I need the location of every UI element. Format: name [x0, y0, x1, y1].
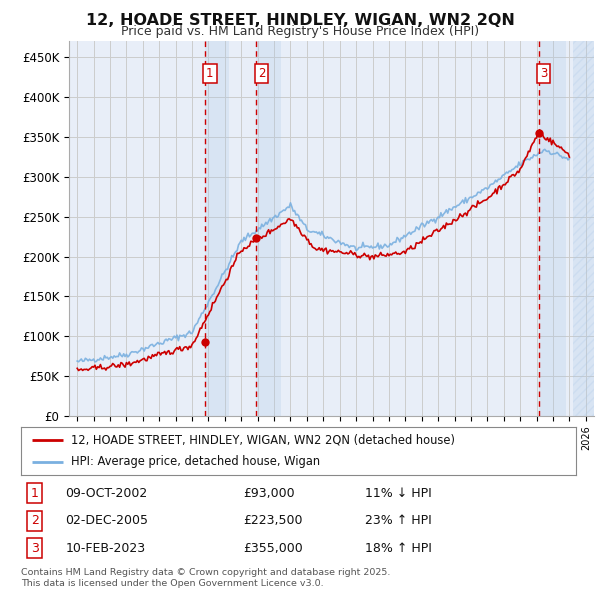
Text: 3: 3 — [31, 542, 39, 555]
Text: 09-OCT-2002: 09-OCT-2002 — [65, 487, 148, 500]
Text: 3: 3 — [540, 67, 547, 80]
Text: 1: 1 — [31, 487, 39, 500]
Text: 12, HOADE STREET, HINDLEY, WIGAN, WN2 2QN: 12, HOADE STREET, HINDLEY, WIGAN, WN2 2Q… — [86, 13, 514, 28]
Text: 18% ↑ HPI: 18% ↑ HPI — [365, 542, 432, 555]
Text: £223,500: £223,500 — [243, 514, 302, 527]
Text: 10-FEB-2023: 10-FEB-2023 — [65, 542, 146, 555]
Bar — [539, 41, 566, 416]
Text: £93,000: £93,000 — [243, 487, 295, 500]
Text: Price paid vs. HM Land Registry's House Price Index (HPI): Price paid vs. HM Land Registry's House … — [121, 25, 479, 38]
Bar — [572, 41, 594, 416]
Text: 1: 1 — [206, 67, 214, 80]
Text: Contains HM Land Registry data © Crown copyright and database right 2025.: Contains HM Land Registry data © Crown c… — [21, 568, 391, 576]
Text: £355,000: £355,000 — [243, 542, 303, 555]
Bar — [256, 41, 281, 416]
Text: 11% ↓ HPI: 11% ↓ HPI — [365, 487, 432, 500]
Text: 12, HOADE STREET, HINDLEY, WIGAN, WN2 2QN (detached house): 12, HOADE STREET, HINDLEY, WIGAN, WN2 2Q… — [71, 433, 455, 446]
Text: HPI: Average price, detached house, Wigan: HPI: Average price, detached house, Wiga… — [71, 455, 320, 468]
Text: 02-DEC-2005: 02-DEC-2005 — [65, 514, 148, 527]
Bar — [205, 41, 229, 416]
Text: 23% ↑ HPI: 23% ↑ HPI — [365, 514, 432, 527]
Text: 2: 2 — [257, 67, 265, 80]
Text: 2: 2 — [31, 514, 39, 527]
Text: This data is licensed under the Open Government Licence v3.0.: This data is licensed under the Open Gov… — [21, 579, 323, 588]
